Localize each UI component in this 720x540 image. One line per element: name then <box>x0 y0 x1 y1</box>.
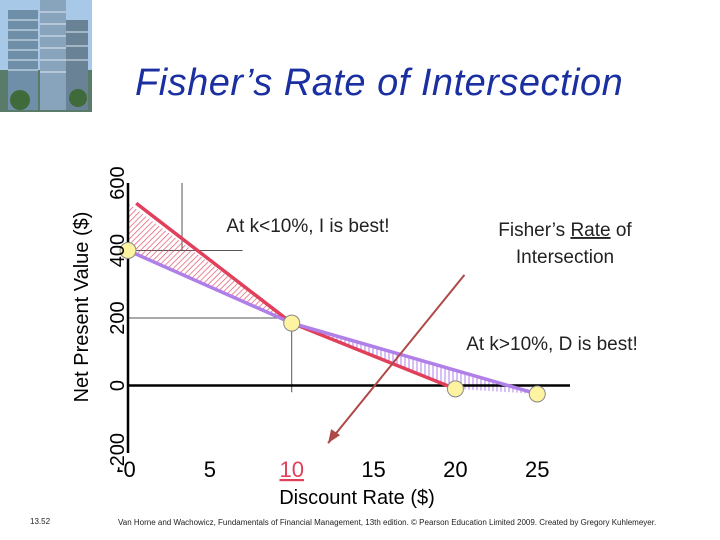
x-tick-label: -0 <box>116 457 136 482</box>
y-tick-label: 0 <box>107 380 129 391</box>
annotations: At k<10%, I is best! Fisher’s Rate of Inte… <box>226 216 637 355</box>
series-lines <box>127 201 538 444</box>
annotation-fisher-line2: Intersection <box>516 247 614 268</box>
y-tick-label: 200 <box>107 301 129 334</box>
x-tick-label: 10 <box>279 457 303 482</box>
x-tick-label: 25 <box>525 457 549 482</box>
axis-labels: Discount Rate ($) Net Present Value ($) <box>71 212 435 509</box>
building-photo <box>0 0 92 112</box>
x-axis-label: Discount Rate ($) <box>279 487 435 509</box>
annotation-fisher-line1: Fisher’s Rate of <box>498 220 632 241</box>
intersection-arrowhead <box>328 429 341 444</box>
y-axis-label: Net Present Value ($) <box>71 212 93 403</box>
y-tick-label: 600 <box>107 166 129 199</box>
intersection-line <box>327 274 466 444</box>
x-tick-label: 5 <box>204 457 216 482</box>
x-tick-label: 20 <box>443 457 467 482</box>
data-marker <box>528 385 546 403</box>
data-marker <box>119 242 137 259</box>
annotation-i-best: At k<10%, I is best! <box>226 216 389 237</box>
annotation-d-best: At k>10%, D is best! <box>466 334 638 355</box>
markers <box>119 242 546 403</box>
data-marker <box>283 314 301 332</box>
slide-number: 13.52 <box>30 517 51 526</box>
x-tick-label: 15 <box>361 457 385 482</box>
slide-title: Fisher’s Rate of Intersection <box>135 62 624 104</box>
y-tick-label: -200 <box>107 433 129 473</box>
y-tick-label: 400 <box>107 234 129 267</box>
axes <box>126 183 570 453</box>
footer-citation: Van Horne and Wachowicz, Fundamentals of… <box>118 518 657 527</box>
tick-labels: -0 5 10 15 20 25 -200 0 200 400 600 <box>107 166 550 482</box>
data-marker <box>446 380 464 398</box>
